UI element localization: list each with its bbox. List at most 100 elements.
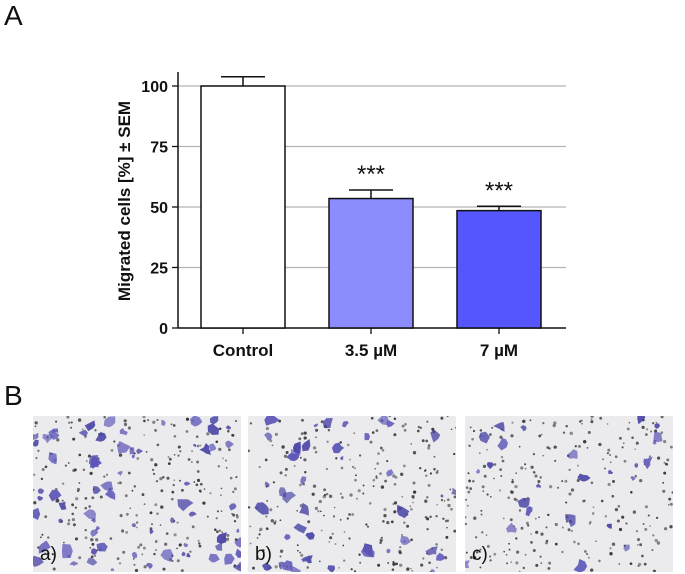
stained-cell <box>299 502 309 516</box>
pore-dot <box>642 522 645 526</box>
pore-dot <box>400 472 404 476</box>
pore-dot <box>222 457 224 460</box>
stained-cell <box>313 423 319 428</box>
stained-cell <box>117 440 131 454</box>
pore-dot <box>85 460 88 462</box>
pore-dot <box>383 514 387 518</box>
pore-dot <box>554 522 558 527</box>
significance-annotation: *** <box>485 177 513 204</box>
pore-dot <box>524 467 527 470</box>
pore-dot <box>442 517 445 520</box>
pore-dot <box>77 490 80 493</box>
pore-dot <box>89 546 92 549</box>
pore-dot <box>118 453 123 457</box>
pore-dot <box>401 534 403 536</box>
pore-dot <box>73 468 77 472</box>
pore-dot <box>634 474 637 478</box>
pore-dot <box>478 452 481 455</box>
stained-cell <box>48 489 62 502</box>
pore-dot <box>486 448 488 451</box>
pore-dot <box>489 495 492 498</box>
micrograph-b-image <box>248 416 456 572</box>
pore-dot <box>410 567 412 570</box>
pore-dot <box>350 568 353 571</box>
pore-dot <box>482 490 485 492</box>
pore-dot <box>510 490 513 493</box>
pore-dot <box>66 416 70 419</box>
pore-dot <box>393 510 397 514</box>
stained-cell <box>425 546 438 556</box>
pore-dot <box>299 456 302 459</box>
pore-dot <box>535 530 539 534</box>
pore-dot <box>515 550 520 554</box>
pore-dot <box>232 490 235 494</box>
stained-cell <box>386 548 391 554</box>
pore-dot <box>354 467 356 470</box>
pore-dot <box>416 429 420 433</box>
pore-dot <box>591 512 595 515</box>
pore-dot <box>74 537 79 541</box>
pore-dot <box>110 448 114 452</box>
stained-cell <box>38 540 51 554</box>
pore-dot <box>381 449 385 452</box>
pore-dot <box>189 550 192 553</box>
pore-dot <box>71 512 74 516</box>
pore-dot <box>151 523 153 525</box>
pore-dot <box>527 524 530 527</box>
pore-dot <box>425 439 428 443</box>
pore-dot <box>629 562 633 566</box>
stained-cell <box>301 439 311 452</box>
pore-dot <box>655 421 658 424</box>
pore-dot <box>90 555 94 559</box>
pore-dot <box>162 476 165 479</box>
pore-dot <box>651 549 654 552</box>
pore-dot <box>343 531 346 533</box>
pore-dot <box>574 445 577 448</box>
pore-dot <box>602 458 605 461</box>
pore-dot <box>669 445 673 449</box>
pore-dot <box>561 480 564 483</box>
pore-dot <box>500 455 504 459</box>
pore-dot <box>401 424 405 428</box>
pore-dot <box>480 509 483 512</box>
pore-dot <box>339 519 342 521</box>
pore-dot <box>611 494 615 498</box>
pore-dot <box>590 416 594 418</box>
pore-dot <box>317 509 320 513</box>
pore-dot <box>548 561 552 565</box>
pore-dot <box>173 479 176 482</box>
pore-dot <box>446 498 450 502</box>
pore-dot <box>137 545 141 549</box>
pore-dot <box>88 505 92 508</box>
bar-2 <box>456 209 542 329</box>
pore-dot <box>636 538 641 542</box>
pore-dot <box>61 482 65 485</box>
stained-cell <box>654 423 660 429</box>
stained-cell <box>129 447 135 455</box>
pore-dot <box>505 553 508 556</box>
pore-dot <box>539 476 542 479</box>
pore-dot <box>323 493 327 497</box>
pore-dot <box>436 469 439 472</box>
stained-cell <box>183 542 189 548</box>
pore-dot <box>52 567 56 571</box>
pore-dot <box>81 428 84 430</box>
pore-dot <box>567 528 571 532</box>
pore-dot <box>44 552 47 555</box>
micrograph-c-image <box>465 416 673 572</box>
pore-dot <box>502 517 505 520</box>
pore-dot <box>358 454 362 457</box>
pore-dot <box>231 433 234 437</box>
pore-dot <box>256 555 259 557</box>
pore-dot <box>475 551 479 554</box>
pore-dot <box>435 543 438 546</box>
stained-cell <box>225 440 234 449</box>
stained-cell <box>177 499 194 512</box>
pore-dot <box>116 557 120 560</box>
stained-cell <box>301 556 307 563</box>
pore-dot <box>154 463 158 467</box>
stained-cell <box>61 544 73 559</box>
stained-cell <box>573 559 588 572</box>
pore-dot <box>453 452 456 456</box>
stained-cell <box>235 548 241 558</box>
